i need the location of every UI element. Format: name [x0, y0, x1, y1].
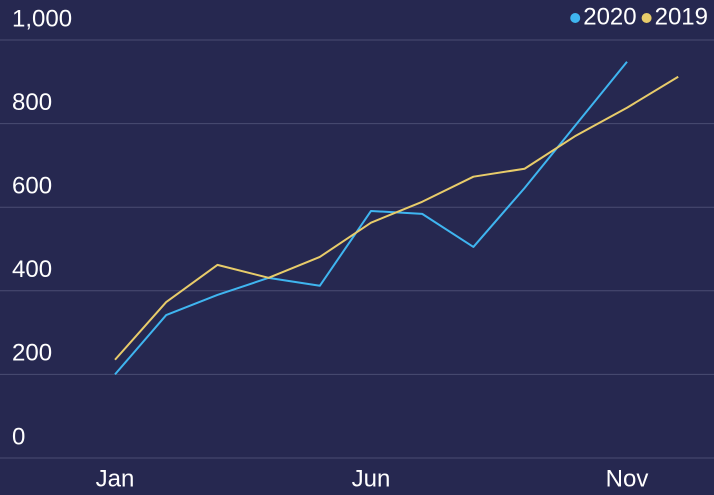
y-tick-label: 800 [12, 89, 52, 116]
y-tick-label: 600 [12, 173, 52, 200]
y-tick-label: 0 [12, 423, 25, 450]
line-series [114, 75, 679, 361]
x-tick-label: Jan [96, 465, 135, 492]
legend-label: 2020 [583, 3, 636, 30]
legend-swatch [570, 13, 581, 23]
x-tick-label: Jun [352, 465, 391, 492]
legend-swatch [641, 13, 652, 23]
y-tick-label: 1,000 [12, 5, 72, 32]
line-series [114, 61, 628, 376]
legend-label: 2019 [655, 3, 708, 30]
x-tick-label: Nov [606, 465, 649, 492]
y-tick-label: 400 [12, 256, 52, 283]
y-tick-label: 200 [12, 340, 52, 367]
